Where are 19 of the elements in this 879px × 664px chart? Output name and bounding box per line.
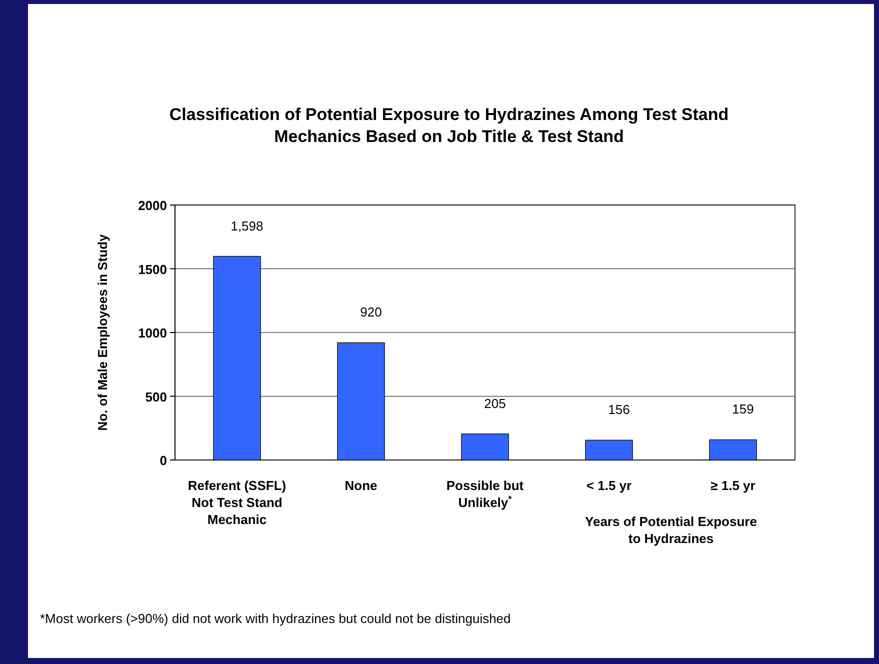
data-label: 156 bbox=[608, 402, 630, 418]
data-label: 920 bbox=[360, 304, 382, 320]
y-axis-title: No. of Male Employees in Study bbox=[95, 233, 110, 431]
x-tick-label: ≥ 1.5 yr bbox=[710, 478, 756, 493]
x-tick-label: < 1.5 yr bbox=[586, 478, 632, 493]
text: *Most workers (>90%) did not work with hydrazines but could not be distinguished bbox=[40, 611, 511, 626]
data-label: 159 bbox=[732, 402, 754, 417]
data-label: 205 bbox=[484, 396, 506, 411]
y-tick-label: 1500 bbox=[138, 262, 167, 277]
x-tick-label: Possible but Unlikely$^{*}$ bbox=[446, 478, 524, 510]
y-tick-label: 2000 bbox=[138, 198, 167, 213]
x-tick-label: Referent (SSFL) Not Test Stand Mechanic bbox=[188, 478, 286, 527]
y-tick-label: 0 bbox=[160, 453, 167, 468]
text: Years of Potential Exposure to Hydrazines bbox=[585, 514, 757, 546]
data-label: 1,598 bbox=[230, 218, 264, 234]
y-tick-label: 1000 bbox=[138, 326, 167, 340]
x-tick-label: None bbox=[344, 478, 378, 493]
chart-title: Classification of Potential Exposure to Hydrazines Among Test Stand Mechanics Based on Job Title & Test Stand bbox=[169, 105, 729, 146]
y-tick-label: 500 bbox=[145, 389, 167, 404]
